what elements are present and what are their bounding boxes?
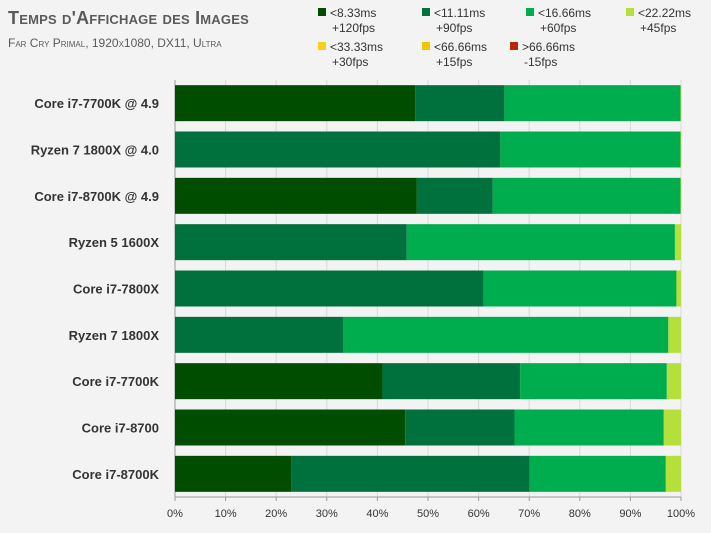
legend-item: <66.66ms +15fps (422, 40, 487, 70)
legend-swatch (626, 8, 634, 16)
y-tick-label: Ryzen 7 1800X @ 4.0 (31, 143, 159, 158)
y-tick-label: Core i7-8700K @ 4.9 (34, 189, 159, 204)
legend-sublabel: +15fps (436, 55, 473, 69)
legend-sublabel: -15fps (524, 55, 558, 69)
x-tick-label: 40% (366, 508, 388, 520)
bar-segment (529, 455, 666, 492)
y-tick-label: Core i7-7700K @ 4.9 (34, 96, 159, 111)
bar-segment (504, 85, 681, 122)
bar-segment (520, 363, 667, 400)
y-tick-label: Core i7-8700 (82, 421, 159, 436)
bar-segment (175, 316, 343, 353)
legend-swatch (318, 8, 326, 16)
legend-sublabel: +30fps (332, 55, 369, 69)
legend-swatch (422, 8, 430, 16)
legend-label: <16.66ms (538, 6, 592, 20)
legend-label: <22.22ms (638, 6, 692, 20)
x-tick-label: 10% (215, 508, 237, 520)
y-tick-label: Core i7-8700K (72, 467, 159, 482)
bar-segment (492, 177, 681, 214)
legend-item: <11.11ms +90fps (422, 6, 485, 36)
legend-item: >66.66ms -15fps (510, 40, 575, 70)
bar-segment (416, 177, 493, 214)
legend-item: <8.33ms +120fps (318, 6, 376, 36)
chart-subtitle: Far Cry Primal, 1920x1080, DX11, Ultra (8, 36, 222, 50)
x-tick-label: 60% (468, 508, 490, 520)
bar-segment (415, 85, 505, 122)
legend-swatch (510, 42, 518, 50)
bar-segment (342, 316, 669, 353)
bar-segment (483, 270, 677, 307)
legend-label: <66.66ms (434, 40, 488, 54)
y-tick-label: Core i7-7700K (72, 374, 159, 389)
bar-segment (175, 455, 292, 492)
bar-segment (175, 409, 406, 446)
legend-label: <33.33ms (330, 40, 384, 54)
bar-segment (175, 131, 501, 168)
x-tick-label: 30% (316, 508, 338, 520)
bar-segment (666, 363, 681, 400)
bar-segment (405, 409, 515, 446)
legend-sublabel: +60fps (540, 21, 577, 35)
x-tick-label: 90% (619, 508, 641, 520)
bar-segment (291, 455, 530, 492)
x-tick-label: 0% (167, 508, 183, 520)
legend-item: <22.22ms +45fps (626, 6, 691, 36)
legend-label: <8.33ms (330, 6, 377, 20)
y-tick-label: Ryzen 5 1600X (69, 235, 160, 250)
bar-segment (663, 409, 681, 446)
x-tick-label: 100% (667, 508, 695, 520)
bar-segment (514, 409, 664, 446)
bar-segment (680, 131, 681, 168)
y-tick-label: Ryzen 7 1800X (69, 328, 160, 343)
bar-segment (668, 316, 681, 353)
x-tick-label: 50% (417, 508, 439, 520)
bar-segment (175, 177, 417, 214)
legend-sublabel: +90fps (436, 21, 473, 35)
legend-item: <33.33ms +30fps (318, 40, 383, 70)
bar-segment (406, 224, 675, 261)
legend-swatch (422, 42, 430, 50)
legend-swatch (318, 42, 326, 50)
bar-segment (175, 224, 407, 261)
y-tick-label: Core i7-7800X (73, 282, 159, 297)
chart-legend: <8.33ms +120fps <11.11ms +90fps <16.66ms… (318, 6, 708, 76)
bar-segment (175, 270, 484, 307)
bar-segment (680, 85, 681, 122)
legend-sublabel: +45fps (640, 21, 677, 35)
legend-swatch (526, 8, 534, 16)
bar-segment (175, 363, 383, 400)
bar-segment (382, 363, 521, 400)
legend-label: <11.11ms (434, 6, 486, 20)
legend-item: <16.66ms +60fps (526, 6, 591, 36)
chart-title: Temps d'Affichage des Images (8, 8, 249, 28)
x-tick-label: 70% (518, 508, 540, 520)
x-tick-label: 80% (569, 508, 591, 520)
x-tick-label: 20% (265, 508, 287, 520)
bar-segment (175, 85, 416, 122)
bar-segment (676, 270, 681, 307)
bar-segment (500, 131, 681, 168)
legend-label: >66.66ms (522, 40, 576, 54)
bar-segment (674, 224, 681, 261)
bar-segment (680, 177, 681, 214)
bar-segment (665, 455, 681, 492)
legend-sublabel: +120fps (332, 21, 376, 35)
